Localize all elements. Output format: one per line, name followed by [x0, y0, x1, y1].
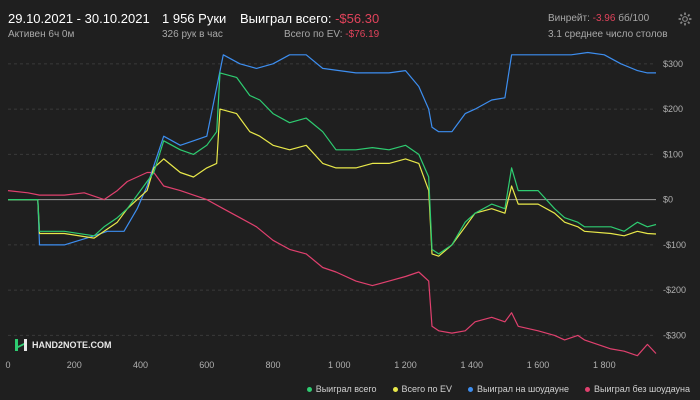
x-tick-label: 400	[133, 360, 148, 370]
legend-dot	[392, 386, 398, 392]
legend-label: Выиграл всего	[315, 384, 377, 394]
ev-label: Всего по EV:	[284, 29, 343, 40]
won-total-value: -$56.30	[335, 11, 380, 26]
winrate: Винрейт: -3.96 бб/100	[548, 13, 649, 24]
series-line-won-total	[8, 72, 657, 255]
graph-chart: -$300 -$200 -$100 $0 $100 $200 $300 0 200 400 600 8…	[5, 51, 686, 370]
ev-value: -$76.19	[345, 29, 380, 40]
logo-text: HAND2NOTE.COM	[32, 340, 112, 350]
y-tick-label: $200	[663, 104, 683, 114]
x-tick-label: 600	[199, 360, 214, 370]
legend-item-non-showdown[interactable]: Выиграл без шоудауна	[585, 384, 690, 394]
hand2note-logo: HAND2NOTE.COM	[14, 338, 112, 352]
x-tick-label: 1 800	[593, 360, 616, 370]
x-tick-label: 1 200	[394, 360, 417, 370]
series-line-showdown	[8, 51, 656, 246]
date-range: 29.10.2021 - 30.10.2021	[8, 11, 150, 26]
stats-header: 29.10.2021 - 30.10.2021 Активен 6ч 0м 1 …	[0, 0, 700, 48]
x-tick-label: 0	[5, 360, 10, 370]
gear-icon[interactable]	[678, 12, 692, 26]
legend-label: Всего по EV	[401, 384, 453, 394]
y-tick-label: $100	[663, 149, 683, 159]
hands-per-hour: 326 рук в час	[162, 29, 223, 40]
y-tick-label: $300	[663, 59, 683, 69]
legend-dot	[468, 386, 474, 392]
x-tick-label: 1 400	[461, 360, 484, 370]
legend-label: Выиграл без шоудауна	[594, 384, 690, 394]
legend-item-won-total[interactable]: Выиграл всего	[306, 384, 377, 394]
winrate-label: Винрейт:	[548, 13, 590, 24]
x-tick-label: 1 600	[527, 360, 550, 370]
x-tick-label: 200	[67, 360, 82, 370]
legend-label: Выиграл на шоудауне	[477, 384, 569, 394]
session-status: Активен 6ч 0м	[8, 29, 75, 40]
winrate-unit: бб/100	[618, 13, 650, 24]
won-total-label: Выиграл всего:	[240, 11, 332, 26]
legend-item-ev[interactable]: Всего по EV	[392, 384, 453, 394]
won-total: Выиграл всего: -$56.30	[240, 11, 379, 26]
ev-total: Всего по EV: -$76.19	[284, 29, 379, 40]
chart-legend: Выиграл всего Всего по EV Выиграл на шоу…	[306, 384, 690, 394]
x-tick-label: 1 000	[328, 360, 351, 370]
legend-dot	[585, 386, 590, 392]
series-line-non-showdown	[7, 171, 657, 357]
y-tick-label: $0	[663, 195, 673, 205]
winrate-value: -3.96	[592, 13, 616, 24]
x-tick-label: 800	[266, 360, 281, 370]
y-tick-label: -$100	[663, 240, 686, 250]
y-tick-label: -$300	[663, 330, 686, 340]
legend-dot	[306, 386, 312, 392]
legend-item-showdown[interactable]: Выиграл на шоудауне	[468, 384, 569, 394]
avg-tables: 3.1 среднее число столов	[548, 29, 668, 40]
hands-count: 1 956 Руки	[162, 11, 227, 26]
series-line-ev	[8, 108, 657, 257]
y-tick-label: -$200	[663, 285, 686, 295]
logo-icon	[15, 339, 27, 351]
